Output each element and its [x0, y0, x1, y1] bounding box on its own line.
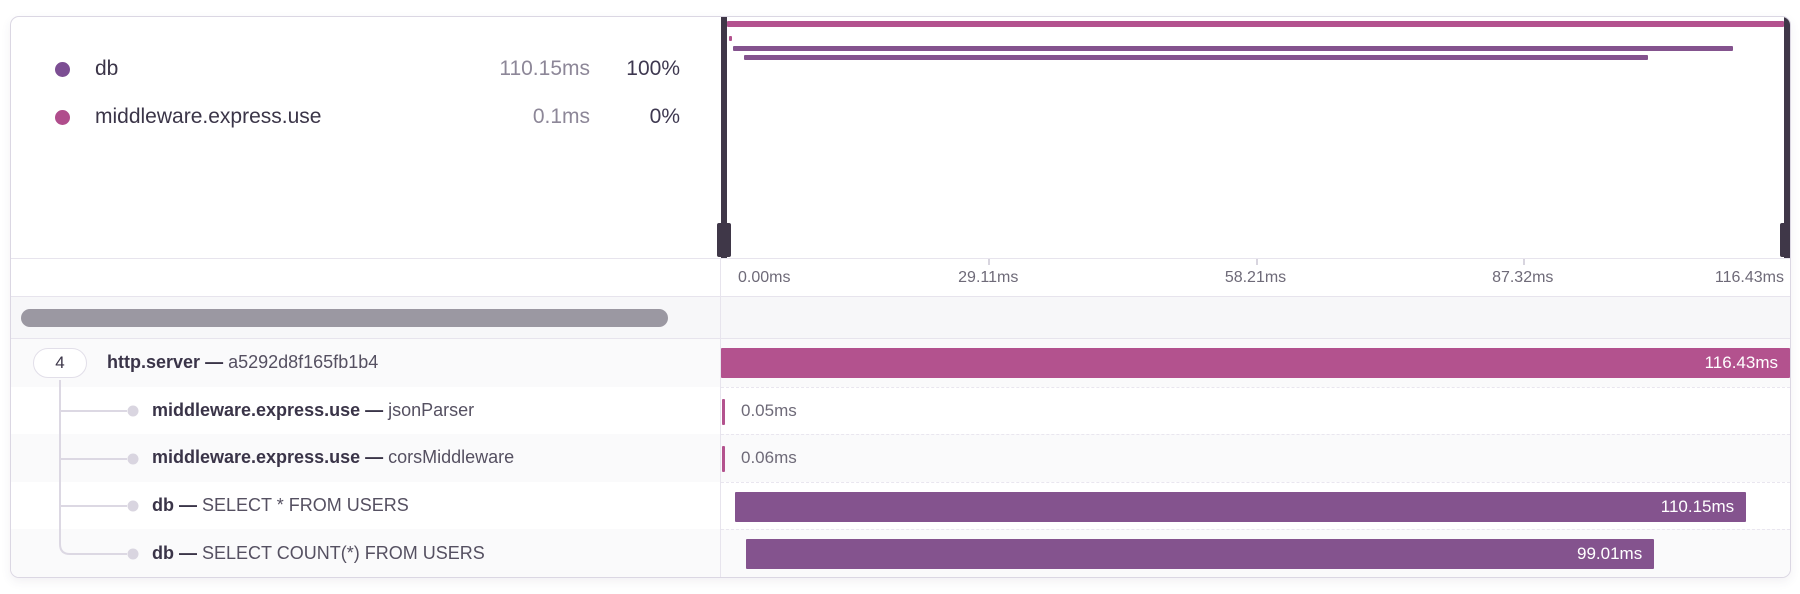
scrollbar-right-spacer	[721, 297, 1790, 338]
time-axis: 0.00ms 29.11ms 58.21ms 87.32ms 116.43ms	[11, 258, 1790, 297]
axis-left-spacer	[11, 259, 720, 296]
axis-label-4: 116.43ms	[1714, 269, 1784, 286]
axis-label-0: 0.00ms	[738, 269, 791, 286]
span-rows: 4 http.server — a5292d8f165fb1b4 116.43m…	[11, 339, 1790, 577]
panel-divider	[720, 386, 721, 435]
span-duration-label: 0.06ms	[741, 448, 797, 468]
panel-divider	[720, 529, 721, 577]
span-legend: db 110.15ms 100% middleware.express.use …	[11, 17, 720, 258]
dash-separator: —	[365, 399, 384, 420]
tree-scrollbar-thumb[interactable]	[21, 308, 668, 327]
legend-percent: 100%	[626, 57, 680, 80]
span-bar-corsmiddleware[interactable]	[722, 446, 725, 473]
minimap-right-grip[interactable]	[1780, 223, 1790, 257]
legend-item-db[interactable]: db 110.15ms 100%	[11, 45, 720, 93]
span-title: db — SELECT COUNT(*) FROM USERS	[152, 542, 485, 563]
panel-divider	[720, 339, 721, 387]
legend-duration: 110.15ms	[499, 57, 590, 80]
axis-label-3: 87.32ms	[1492, 269, 1554, 286]
minimap-left-grip[interactable]	[717, 223, 731, 257]
span-row-jsonparser[interactable]: middleware.express.use — jsonParser 0.05…	[11, 386, 1790, 435]
legend-duration: 0.1ms	[532, 105, 590, 128]
timeline-minimap	[717, 17, 1790, 258]
minimap-plot[interactable]	[727, 17, 1784, 258]
axis-scale: 0.00ms 29.11ms 58.21ms 87.32ms 116.43ms	[721, 259, 1790, 296]
axis-tick	[988, 259, 991, 265]
legend-name: db	[95, 57, 119, 80]
child-count-badge[interactable]: 4	[33, 347, 87, 378]
span-duration-label: 0.05ms	[741, 400, 797, 420]
span-bar-db-count[interactable]: 99.01ms	[745, 539, 1655, 570]
span-row-db-count[interactable]: db — SELECT COUNT(*) FROM USERS 99.01ms	[11, 529, 1790, 577]
span-title: middleware.express.use — jsonParser	[152, 399, 475, 420]
axis-tick	[1522, 259, 1525, 265]
dash-separator: —	[365, 447, 384, 468]
span-title: middleware.express.use — corsMiddleware	[152, 447, 515, 468]
db-color-dot	[55, 61, 70, 77]
trace-card: db 110.15ms 100% middleware.express.use …	[10, 16, 1791, 578]
minimap-bar-db-select	[733, 46, 1734, 51]
span-duration-label: 116.43ms	[1704, 353, 1778, 372]
legend-percent: 0%	[649, 105, 680, 128]
dash-separator: —	[205, 352, 224, 373]
span-title: db — SELECT * FROM USERS	[152, 495, 409, 516]
dash-separator: —	[179, 542, 198, 563]
panel-divider	[720, 259, 721, 296]
top-section: db 110.15ms 100% middleware.express.use …	[11, 17, 1790, 258]
tree-scrollbar-track	[11, 297, 720, 338]
span-bar-http-server[interactable]: 116.43ms	[721, 348, 1790, 378]
middleware-color-dot	[55, 109, 70, 125]
panel-divider	[720, 481, 721, 530]
minimap-bar-http-server	[727, 21, 1784, 27]
axis-label-1: 29.11ms	[958, 269, 1019, 286]
span-row-http-server[interactable]: 4 http.server — a5292d8f165fb1b4 116.43m…	[11, 339, 1790, 387]
minimap-bar-middleware	[729, 36, 733, 41]
span-title: http.server — a5292d8f165fb1b4	[107, 352, 379, 373]
scrollbar-band	[11, 297, 1790, 339]
axis-tick	[1255, 259, 1258, 265]
span-bar-jsonparser[interactable]	[722, 398, 725, 425]
span-bar-db-select[interactable]: 110.15ms	[734, 491, 1747, 522]
span-row-db-select[interactable]: db — SELECT * FROM USERS 110.15ms	[11, 481, 1790, 530]
span-duration-label: 99.01ms	[1577, 544, 1643, 564]
minimap-bar-db-count	[743, 55, 1648, 60]
span-row-corsmiddleware[interactable]: middleware.express.use — corsMiddleware …	[11, 434, 1790, 482]
axis-label-2: 58.21ms	[1224, 269, 1287, 286]
dash-separator: —	[179, 495, 198, 516]
span-duration-label: 110.15ms	[1660, 496, 1735, 516]
minimap-right-handle[interactable]	[1780, 17, 1790, 258]
panel-divider	[720, 434, 721, 482]
panel-divider	[720, 297, 721, 338]
minimap-left-handle[interactable]	[717, 17, 731, 258]
legend-item-middleware[interactable]: middleware.express.use 0.1ms 0%	[11, 93, 720, 141]
legend-name: middleware.express.use	[95, 105, 322, 128]
